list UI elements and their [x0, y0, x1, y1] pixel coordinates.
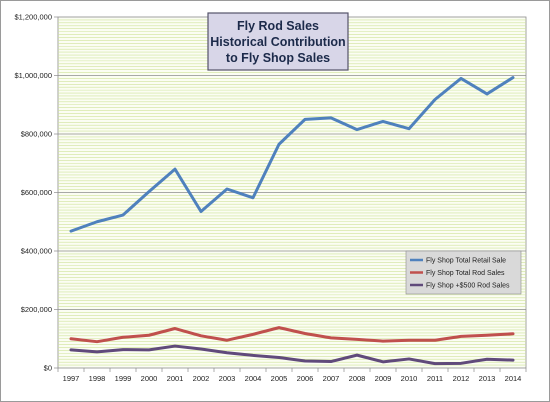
y-tick-label: $600,000	[21, 188, 52, 197]
y-tick-label: $200,000	[21, 305, 52, 314]
y-tick-label: $800,000	[21, 130, 52, 139]
x-tick-label: 2008	[349, 374, 366, 383]
legend: Fly Shop Total Retail Sale Fly Shop Tota…	[405, 250, 522, 295]
x-tick-label: 1999	[115, 374, 132, 383]
major-gridlines	[58, 75, 526, 310]
legend-label-retail: Fly Shop Total Retail Sale	[426, 258, 506, 265]
x-tick-label: 2006	[297, 374, 314, 383]
x-tick-label: 2010	[401, 374, 418, 383]
series-line-0	[69, 76, 515, 233]
series-lines	[69, 76, 515, 366]
chart-title-line-1: Fly Rod Sales	[237, 19, 319, 33]
x-tick-label: 2007	[323, 374, 340, 383]
x-tick-label: 1997	[63, 374, 80, 383]
x-tick-label: 1998	[89, 374, 106, 383]
series-line-1	[69, 326, 515, 344]
x-axis-ticks: 1997 1998 1999 2000 2001 2002 2003 2004 2005 2006…	[57, 368, 527, 383]
x-tick-label: 2011	[427, 374, 443, 383]
x-tick-label: 2005	[271, 374, 288, 383]
x-tick-label: 2001	[167, 374, 184, 383]
legend-label-rod: Fly Shop Total Rod Sales	[426, 270, 505, 277]
x-tick-label: 2003	[219, 374, 236, 383]
x-tick-label: 2000	[141, 374, 158, 383]
x-tick-label: 2012	[453, 374, 470, 383]
x-tick-label: 2002	[193, 374, 210, 383]
y-tick-label: $0	[44, 364, 52, 373]
y-tick-label: $1,200,000	[14, 13, 52, 22]
chart-title-box: Fly Rod Sales Historical Contribution to…	[207, 12, 349, 71]
x-tick-label: 2009	[375, 374, 392, 383]
y-tick-label: $400,000	[21, 247, 52, 256]
y-axis-ticks: $0 $200,000 $400,000 $600,000 $800,000 $1,000…	[14, 13, 58, 373]
y-tick-label: $1,000,000	[14, 71, 52, 80]
x-tick-label: 2004	[245, 374, 262, 383]
series-line-2	[69, 344, 515, 366]
chart-title-line-2: Historical Contribution	[210, 35, 345, 49]
x-tick-label: 2013	[479, 374, 496, 383]
x-tick-label: 2014	[505, 374, 522, 383]
minor-gridlines	[58, 19, 526, 366]
chart-title-line-3: to Fly Shop Sales	[226, 51, 330, 65]
legend-label-500-rod: Fly Shop +$500 Rod Sales	[426, 283, 510, 290]
